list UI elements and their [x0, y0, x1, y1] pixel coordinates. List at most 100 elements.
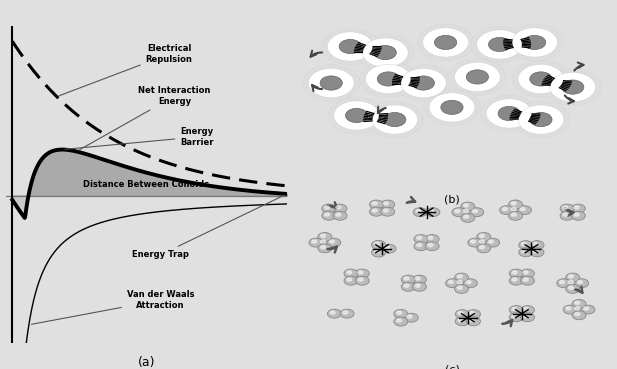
Circle shape [477, 244, 491, 253]
Circle shape [455, 210, 460, 213]
Circle shape [511, 207, 516, 211]
Circle shape [394, 309, 408, 318]
Circle shape [575, 313, 580, 316]
Circle shape [502, 207, 507, 211]
Circle shape [508, 206, 523, 215]
Circle shape [518, 105, 564, 134]
Circle shape [533, 242, 537, 245]
Circle shape [309, 238, 323, 247]
Circle shape [455, 279, 468, 288]
Circle shape [568, 286, 573, 289]
Circle shape [371, 248, 386, 257]
Circle shape [308, 68, 354, 98]
Circle shape [416, 237, 421, 239]
Circle shape [452, 208, 466, 217]
Circle shape [397, 319, 402, 322]
Circle shape [400, 68, 446, 98]
Circle shape [358, 271, 363, 274]
Circle shape [470, 208, 484, 217]
Circle shape [489, 37, 511, 52]
Circle shape [414, 235, 428, 244]
Circle shape [560, 280, 565, 284]
Circle shape [563, 305, 577, 314]
Circle shape [466, 280, 471, 284]
Circle shape [479, 234, 484, 237]
Circle shape [509, 313, 523, 322]
Circle shape [544, 69, 602, 106]
Circle shape [511, 28, 557, 57]
Circle shape [523, 35, 545, 49]
Circle shape [372, 202, 377, 205]
Circle shape [563, 213, 568, 216]
Circle shape [414, 242, 428, 251]
Circle shape [575, 307, 580, 310]
Circle shape [477, 30, 523, 59]
Circle shape [530, 113, 552, 127]
Circle shape [512, 61, 569, 97]
Circle shape [500, 206, 513, 215]
Circle shape [321, 240, 326, 243]
Circle shape [365, 64, 412, 94]
Circle shape [336, 213, 341, 216]
Circle shape [477, 238, 491, 247]
Circle shape [375, 242, 379, 245]
Circle shape [417, 24, 474, 61]
Circle shape [530, 241, 544, 249]
Circle shape [521, 306, 534, 314]
Circle shape [572, 311, 586, 320]
Circle shape [557, 279, 571, 288]
Circle shape [358, 278, 363, 281]
Circle shape [372, 209, 377, 212]
Circle shape [395, 65, 452, 101]
Circle shape [370, 207, 383, 216]
Circle shape [455, 273, 468, 282]
Circle shape [343, 311, 348, 314]
Text: (a): (a) [138, 356, 155, 369]
Circle shape [347, 271, 352, 274]
Circle shape [370, 200, 383, 209]
Circle shape [375, 250, 379, 253]
Circle shape [320, 76, 342, 90]
Circle shape [550, 72, 595, 102]
Circle shape [509, 276, 523, 285]
Circle shape [523, 314, 528, 318]
Circle shape [415, 277, 420, 280]
Circle shape [479, 240, 484, 243]
Circle shape [322, 204, 336, 213]
Circle shape [568, 280, 573, 284]
Text: (c): (c) [444, 365, 460, 369]
Circle shape [381, 200, 395, 209]
Circle shape [336, 206, 341, 209]
Circle shape [566, 284, 580, 293]
Circle shape [416, 210, 421, 213]
Circle shape [512, 314, 517, 318]
Circle shape [416, 244, 421, 246]
Circle shape [372, 105, 418, 134]
Circle shape [327, 238, 341, 247]
Circle shape [404, 313, 418, 322]
Circle shape [574, 206, 579, 209]
Circle shape [449, 59, 506, 95]
Circle shape [477, 232, 491, 241]
Text: Distance Between Colloids: Distance Between Colloids [83, 180, 210, 189]
Circle shape [344, 276, 358, 285]
Circle shape [461, 208, 475, 217]
Circle shape [512, 278, 517, 281]
Circle shape [457, 286, 462, 289]
Circle shape [325, 206, 329, 209]
Circle shape [366, 101, 423, 138]
Circle shape [523, 271, 528, 274]
Text: Energy Trap: Energy Trap [132, 195, 284, 259]
Circle shape [333, 211, 347, 220]
Circle shape [334, 101, 379, 130]
Circle shape [519, 248, 532, 257]
Circle shape [423, 89, 481, 125]
Circle shape [572, 299, 586, 308]
Circle shape [429, 210, 434, 213]
Circle shape [384, 113, 406, 127]
Circle shape [512, 307, 517, 310]
Circle shape [355, 276, 369, 285]
Circle shape [455, 317, 469, 326]
Circle shape [574, 279, 589, 288]
Circle shape [561, 80, 584, 94]
